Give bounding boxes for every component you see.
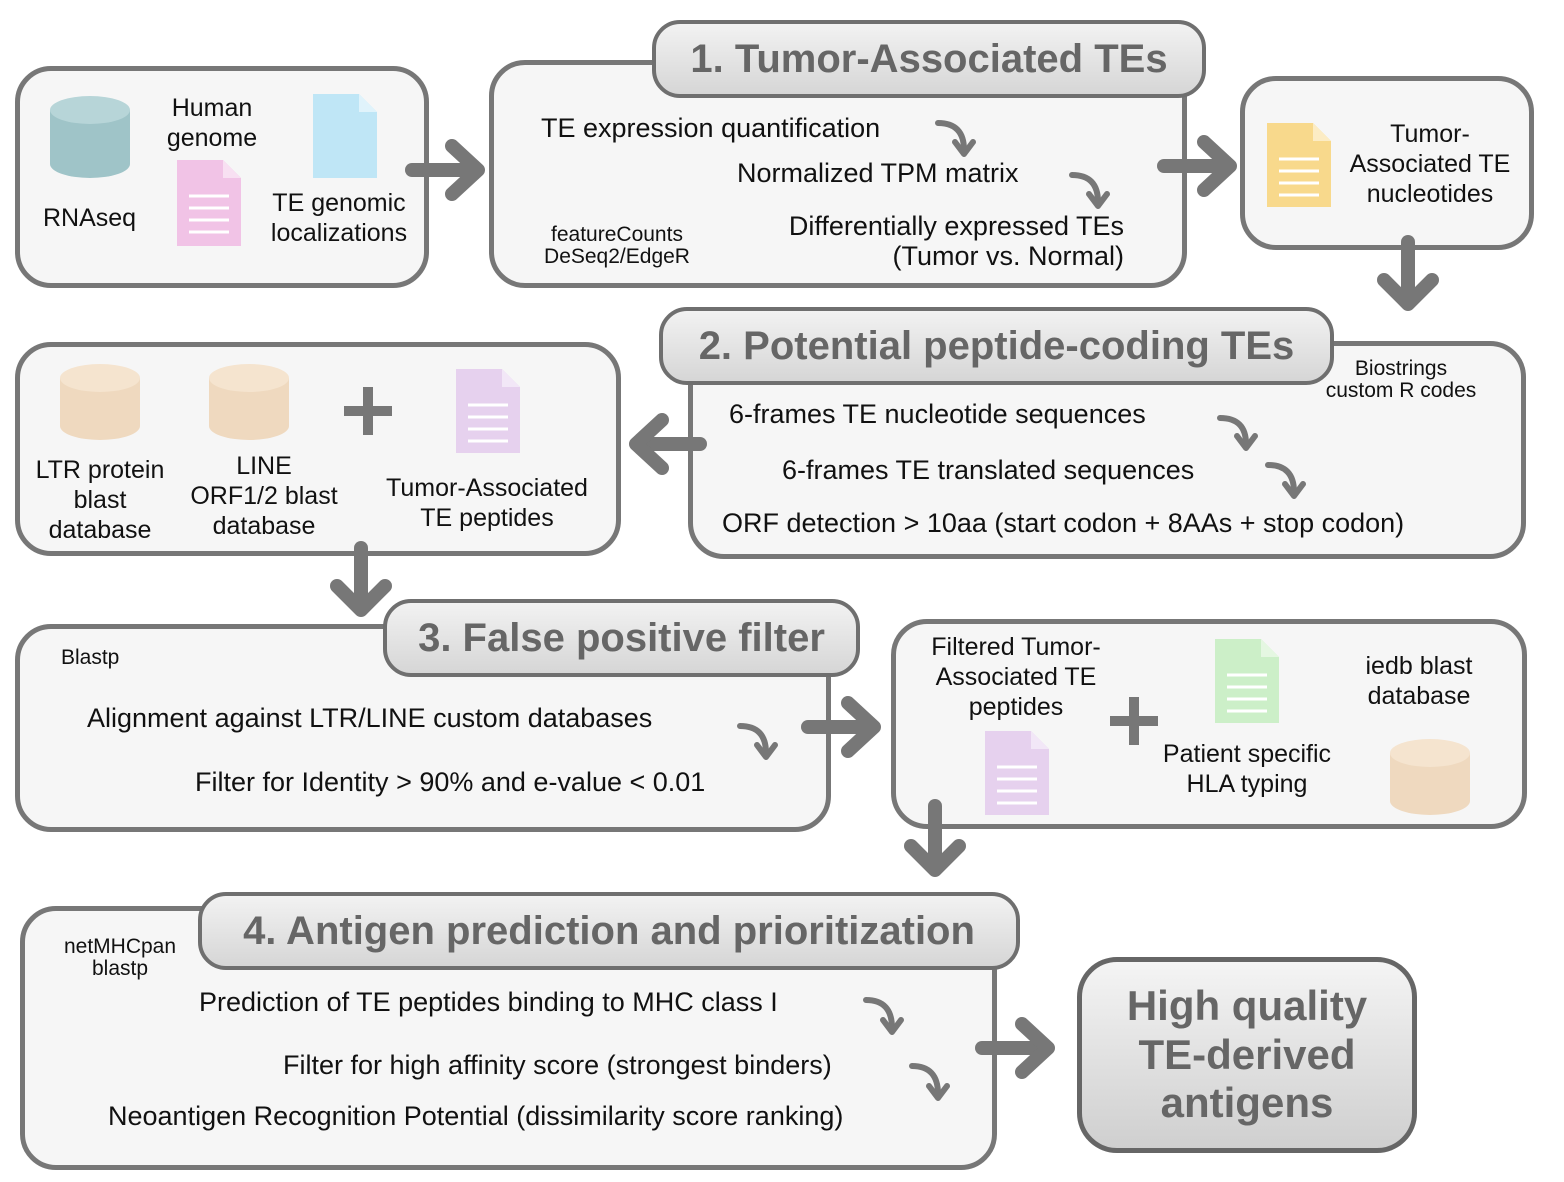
step2-line2: 6-frames TE translated sequences (782, 455, 1195, 485)
step1-title: 1. Tumor-Associated TEs (652, 20, 1206, 98)
step1-tools: featureCounts DeSeq2/EdgeR (544, 223, 690, 269)
result-line3: antigens (1160, 1079, 1334, 1127)
line-db-label: LINE ORF1/2 blast database (190, 452, 338, 540)
step4-line3: Neoantigen Recognition Potential (dissim… (108, 1101, 844, 1131)
database-cylinder-icon (60, 364, 140, 440)
hla-typing-label: Patient specific HLA typing (1162, 740, 1332, 798)
document-icon (1267, 123, 1331, 207)
step1-line3: Differentially expressed TEs (Tumor vs. … (788, 211, 1124, 271)
database-cylinder-icon (50, 96, 130, 178)
curved-arrow-icon (935, 120, 976, 157)
step4-tools: netMHCpan blastp (63, 935, 177, 981)
te-localizations-label: TE genomic localizations (270, 189, 408, 247)
rnaseq-label: RNAseq (43, 204, 137, 232)
step3-title: 3. False positive filter (383, 599, 860, 677)
arrow-step2-to-databases (629, 413, 707, 475)
document-icon (1215, 639, 1279, 723)
database-cylinder-icon (209, 364, 289, 440)
arrow-step1-to-nucleotides (1157, 135, 1237, 197)
curved-arrow-icon (1069, 172, 1110, 209)
nucleotides-label: Tumor- Associated TE nucleotides (1349, 120, 1511, 208)
step2-tools: Biostrings custom R codes (1325, 357, 1477, 403)
arrow-filtered-to-step4 (904, 799, 966, 877)
step1-line2: Normalized TPM matrix (737, 158, 1019, 188)
step2-title: 2. Potential peptide-coding TEs (659, 307, 1334, 385)
te-peptides-label: Tumor-Associated TE peptides (386, 474, 588, 532)
step4-title: 4. Antigen prediction and prioritization (198, 892, 1020, 970)
result-line2: TE-derived (1138, 1030, 1356, 1078)
step1-line1: TE expression quantification (541, 113, 881, 143)
step2-line3: ORF detection > 10aa (start codon + 8AAs… (722, 508, 1405, 538)
document-icon (177, 160, 241, 246)
step3-tools: Blastp (61, 646, 120, 669)
curved-arrow-icon (1217, 415, 1258, 451)
result-line1: High quality (1126, 981, 1368, 1029)
arrow-databases-to-step3 (330, 541, 392, 617)
ltr-db-label: LTR protein blast database (35, 456, 165, 544)
step3-line2: Filter for Identity > 90% and e-value < … (195, 767, 706, 797)
curved-arrow-icon (737, 723, 778, 760)
arrow-step3-to-filtered (801, 696, 881, 758)
step3-line1: Alignment against LTR/LINE custom databa… (87, 703, 653, 733)
curved-arrow-icon (909, 1063, 950, 1101)
plus-icon (1110, 697, 1158, 745)
curved-arrow-icon (863, 997, 904, 1035)
step2-line1: 6-frames TE nucleotide sequences (729, 399, 1146, 429)
arrow-step4-to-result (975, 1017, 1055, 1079)
genome-label: Human genome (166, 94, 258, 152)
step4-line2: Filter for high affinity score (stronges… (283, 1050, 832, 1080)
curved-arrow-icon (1265, 462, 1306, 499)
filtered-peptides-label: Filtered Tumor- Associated TE peptides (931, 633, 1101, 721)
arrow-nucleotides-to-step2 (1377, 235, 1439, 311)
result-box: High quality TE-derived antigens (1077, 957, 1417, 1153)
plus-icon (344, 387, 392, 435)
database-cylinder-icon (1390, 739, 1470, 815)
step4-line1: Prediction of TE peptides binding to MHC… (199, 987, 778, 1017)
document-icon (985, 731, 1049, 815)
document-icon (456, 369, 520, 453)
iedb-db-label: iedb blast database (1365, 652, 1473, 710)
document-icon (313, 94, 377, 178)
arrow-input-to-step1 (405, 139, 485, 201)
